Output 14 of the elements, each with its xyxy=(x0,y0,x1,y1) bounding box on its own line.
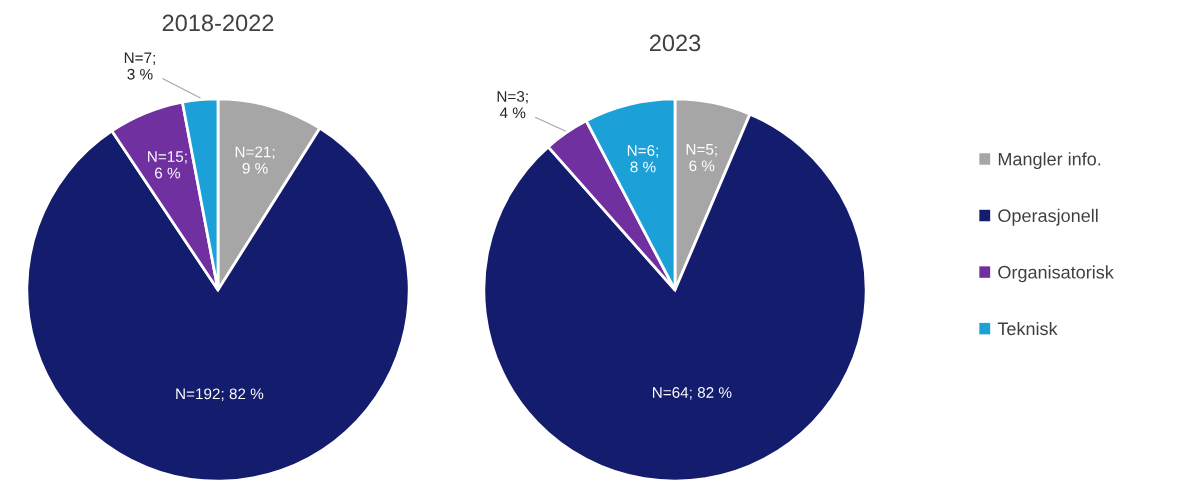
data-label: N=192; 82 % xyxy=(176,388,264,402)
data-label: N=21; 9 % xyxy=(235,146,275,174)
legend-label: Teknisk xyxy=(997,321,1058,336)
data-label: N=3; 4 % xyxy=(497,90,528,119)
data-label: N=64; 82 % xyxy=(652,387,732,400)
data-label: N=7; 3 % xyxy=(124,52,155,80)
data-label: N=5; 6 % xyxy=(686,144,717,172)
chart-title: 2018-2022 xyxy=(162,14,274,32)
data-label: N=15; 6 % xyxy=(148,151,187,179)
legend-label: Organisatorisk xyxy=(998,265,1114,283)
chart-title: 2023 xyxy=(649,34,701,52)
legend-label: Operasjonell xyxy=(998,208,1098,226)
legend-label: Mangler info. xyxy=(998,152,1101,170)
data-label: N=6; 8 % xyxy=(627,145,658,173)
